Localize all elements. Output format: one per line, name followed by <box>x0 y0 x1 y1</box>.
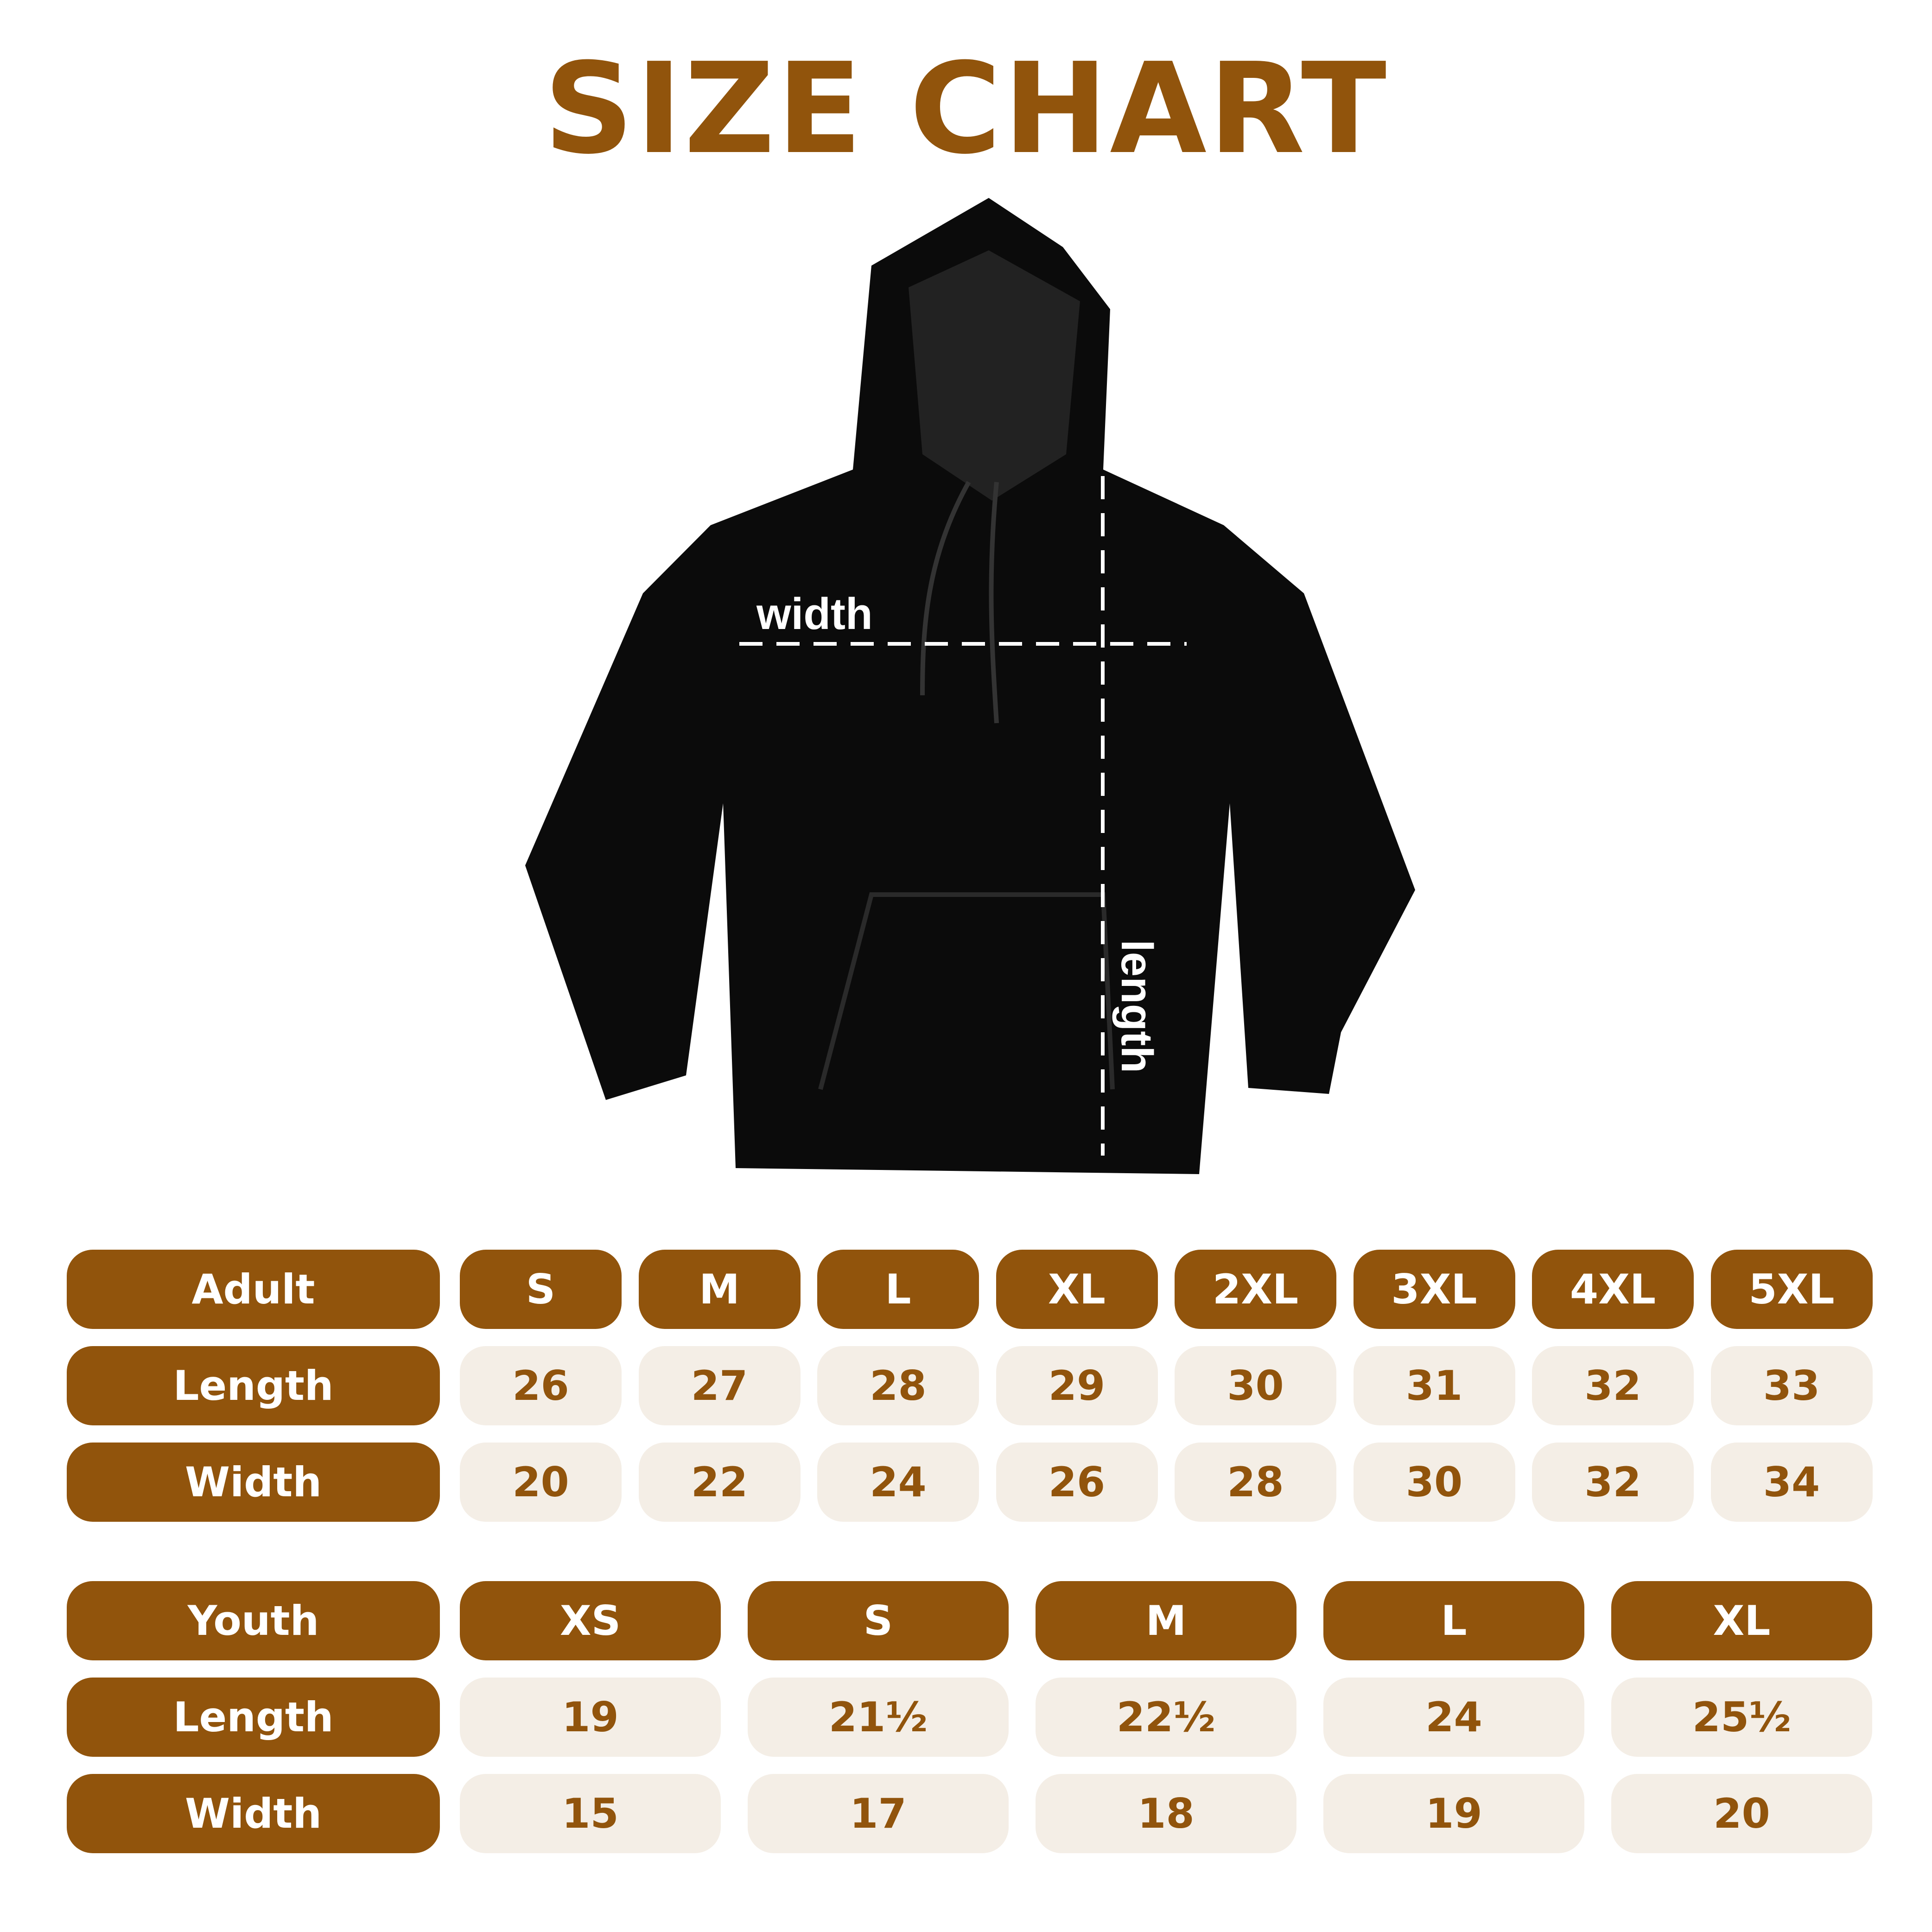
adult-size-m: M <box>638 1250 801 1329</box>
adult-width-value: 26 <box>996 1443 1158 1522</box>
adult-width-value: 28 <box>1175 1443 1336 1522</box>
youth-size-xl: XL <box>1611 1581 1872 1660</box>
adult-size-3xl: 3XL <box>1353 1250 1515 1329</box>
adult-length-value: 28 <box>817 1346 979 1425</box>
adult-length-value: 27 <box>638 1346 801 1425</box>
adult-length-value: 33 <box>1710 1346 1873 1425</box>
length-label: length <box>1112 940 1162 1073</box>
youth-size-l: L <box>1323 1581 1584 1660</box>
adult-size-5xl: 5XL <box>1710 1250 1873 1329</box>
youth-length-value: 21½ <box>748 1678 1009 1757</box>
adult-header-label: Adult <box>67 1250 440 1329</box>
youth-length-value: 25½ <box>1611 1678 1872 1757</box>
adult-length-value: 26 <box>460 1346 622 1425</box>
youth-row-label-width: Width <box>67 1774 440 1853</box>
adult-length-value: 31 <box>1353 1346 1515 1425</box>
youth-width-value: 19 <box>1323 1774 1584 1853</box>
adult-width-value: 22 <box>638 1443 801 1522</box>
adult-width-value: 20 <box>460 1443 622 1522</box>
youth-length-value: 19 <box>460 1678 721 1757</box>
adult-row-label-length: Length <box>67 1346 440 1425</box>
width-label: width <box>756 589 873 639</box>
adult-width-value: 24 <box>817 1443 979 1522</box>
drawstrings <box>920 481 999 724</box>
adult-size-2xl: 2XL <box>1175 1250 1336 1329</box>
youth-width-value: 17 <box>748 1774 1009 1853</box>
adult-size-xl: XL <box>996 1250 1158 1329</box>
youth-size-m: M <box>1036 1581 1296 1660</box>
youth-length-value: 22½ <box>1036 1678 1296 1757</box>
youth-width-value: 18 <box>1036 1774 1296 1853</box>
hood-inner <box>909 250 1080 501</box>
adult-width-value: 34 <box>1710 1443 1873 1522</box>
page-title: SIZE CHART <box>543 36 1389 182</box>
youth-header-label: Youth <box>67 1581 440 1660</box>
adult-size-4xl: 4XL <box>1532 1250 1694 1329</box>
adult-size-l: L <box>817 1250 979 1329</box>
hoodie-shape <box>525 198 1415 1174</box>
adult-length-value: 30 <box>1175 1346 1336 1425</box>
adult-width-value: 30 <box>1353 1443 1515 1522</box>
pocket <box>818 892 1115 1090</box>
youth-size-s: S <box>748 1581 1009 1660</box>
youth-size-xs: XS <box>460 1581 721 1660</box>
adult-size-s: S <box>460 1250 622 1329</box>
youth-length-value: 24 <box>1323 1678 1584 1757</box>
adult-row-label-width: Width <box>67 1443 440 1522</box>
youth-width-value: 15 <box>460 1774 721 1853</box>
youth-row-label-length: Length <box>67 1678 440 1757</box>
adult-width-value: 32 <box>1532 1443 1694 1522</box>
youth-width-value: 20 <box>1611 1774 1872 1853</box>
adult-length-value: 32 <box>1532 1346 1694 1425</box>
adult-length-value: 29 <box>996 1346 1158 1425</box>
